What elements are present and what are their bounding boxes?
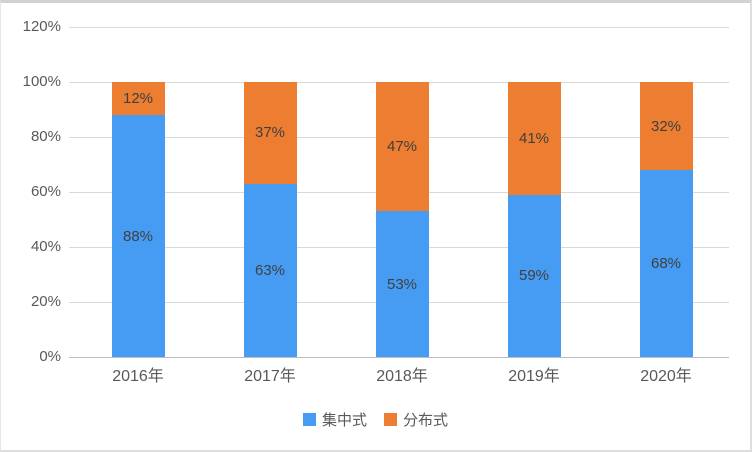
- y-axis-tick-label: 40%: [30, 238, 61, 255]
- x-axis-tick-label: 2017年: [244, 368, 296, 385]
- legend-item-distributed: 分布式: [384, 409, 448, 430]
- x-axis-tick-label: 2016年: [112, 368, 164, 385]
- data-label: 37%: [254, 124, 286, 142]
- bar-segment-distributed: 47%: [375, 82, 429, 212]
- data-label: 32%: [650, 117, 682, 135]
- legend: 集中式 分布式: [1, 409, 750, 430]
- bar-segment-centralized: 53%: [375, 211, 429, 357]
- y-axis-tick-label: 120%: [22, 18, 61, 35]
- legend-label: 集中式: [321, 412, 367, 429]
- bar-segment-distributed: 41%: [507, 82, 561, 195]
- y-axis-tick-label: 20%: [30, 293, 61, 310]
- y-axis-tick-label: 0%: [39, 348, 61, 365]
- data-label: 63%: [254, 261, 286, 279]
- data-label: 53%: [386, 275, 418, 293]
- data-label: 59%: [518, 267, 550, 285]
- data-label: 68%: [650, 255, 682, 272]
- legend-item-centralized: 集中式: [302, 409, 367, 430]
- data-label: 41%: [518, 129, 550, 147]
- x-axis-tick-label: 2020年: [640, 368, 692, 385]
- y-axis-tick-label: 80%: [30, 128, 61, 145]
- x-axis-tick-label: 2019年: [508, 368, 560, 385]
- data-label: 12%: [122, 90, 154, 107]
- legend-label: 分布式: [403, 412, 449, 429]
- y-axis-tick-label: 60%: [30, 183, 61, 200]
- bar-segment-distributed: 12%: [111, 82, 165, 115]
- bar-segment-centralized: 68%: [639, 170, 693, 357]
- data-label: 88%: [122, 227, 154, 245]
- y-axis-tick-label: 100%: [22, 73, 61, 90]
- x-axis-tick-label: 2018年: [376, 368, 428, 385]
- bar-segment-centralized: 88%: [111, 115, 165, 357]
- bar-segment-distributed: 32%: [639, 82, 693, 170]
- legend-swatch-icon: [384, 413, 397, 426]
- bar-segment-centralized: 59%: [507, 194, 561, 357]
- bar-segment-centralized: 63%: [243, 183, 297, 357]
- bar-segment-distributed: 37%: [243, 82, 297, 184]
- legend-swatch-icon: [302, 413, 316, 426]
- data-label: 47%: [386, 138, 418, 156]
- x-axis-line: [69, 356, 729, 358]
- gridline: [69, 26, 729, 28]
